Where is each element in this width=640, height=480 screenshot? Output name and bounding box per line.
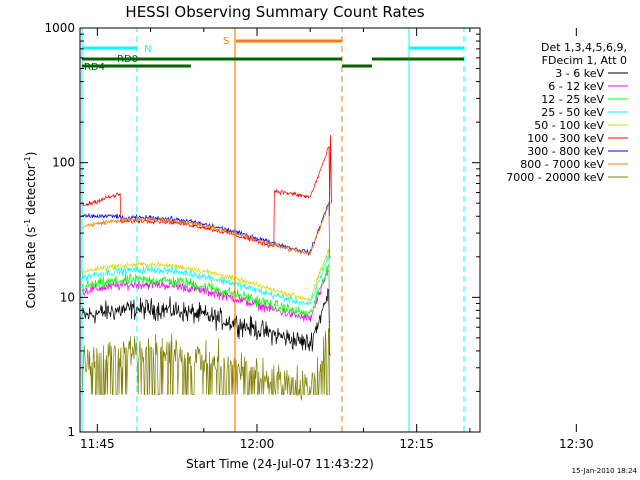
series-12-25-segment-1	[82, 263, 331, 322]
y-tick-label-3: 1000	[44, 21, 75, 35]
y-axis-label-sup2: -1	[23, 156, 32, 164]
legend-header-line2: FDecim 1, Att 0	[542, 54, 627, 67]
legend-label-3-6: 3 - 6 keV	[555, 67, 604, 80]
series-7000-20000-segment-1	[82, 328, 331, 401]
y-axis-label-mid: detector	[24, 164, 38, 219]
x-tick-label-1: 12:00	[240, 437, 275, 451]
y-tick-label-0: 1	[67, 425, 75, 439]
legend-label-7000-20000: 7000 - 20000 keV	[506, 171, 604, 184]
legend-label-12-25: 12 - 25 keV	[541, 93, 604, 106]
y-axis-label-main: Count Rate (s	[24, 227, 38, 309]
y-tick-label-1: 10	[60, 290, 75, 304]
legend-label-50-100: 50 - 100 keV	[534, 119, 604, 132]
legend-label-6-12: 6 - 12 keV	[548, 80, 604, 93]
legend-label-300-800: 300 - 800 keV	[527, 145, 604, 158]
chart-title: HESSI Observing Summary Count Rates	[125, 3, 424, 21]
flag-N-label: N	[144, 44, 151, 55]
y-axis-label-sup1: -1	[23, 219, 32, 227]
x-tick-label-2: 12:15	[399, 437, 434, 451]
legend-label-25-50: 25 - 50 keV	[541, 106, 604, 119]
plot-frame	[79, 27, 481, 433]
legend-label-800-7000: 800 - 7000 keV	[520, 158, 604, 171]
series-100-300-spike	[328, 135, 332, 217]
y-axis: 1 10 100 1000	[44, 21, 480, 439]
timestamp: 15-Jan-2010 18:24	[572, 467, 638, 475]
y-axis-label-end: )	[24, 152, 38, 157]
x-axis-label: Start Time (24-Jul-07 11:43:22)	[186, 457, 374, 471]
legend-label-100-300: 100 - 300 keV	[527, 132, 604, 145]
flag-RD0-label: RD0	[117, 54, 138, 65]
flag-S-label: S	[223, 36, 229, 47]
series-25-50-segment-1	[82, 251, 331, 312]
x-tick-label-3: 12:30	[559, 437, 594, 451]
flag-RD4-label: RD4	[84, 62, 105, 73]
series-300-800-segment-1	[82, 202, 331, 258]
plot-area: N S RD0 RD4	[81, 28, 465, 432]
legend: Det 1,3,4,5,6,9, FDecim 1, Att 0 3 - 6 k…	[506, 41, 628, 184]
legend-header-line1: Det 1,3,4,5,6,9,	[541, 41, 627, 54]
y-axis-label: Count Rate (s-1 detector-1)	[23, 152, 38, 309]
series-800-7000-segment-1	[82, 201, 331, 259]
series-3-6-segment-1	[82, 288, 331, 356]
x-tick-label-0: 11:45	[80, 437, 115, 451]
series-50-100-segment-1	[82, 247, 331, 304]
series-6-12-segment-1	[82, 269, 331, 324]
y-tick-label-2: 100	[52, 156, 75, 170]
